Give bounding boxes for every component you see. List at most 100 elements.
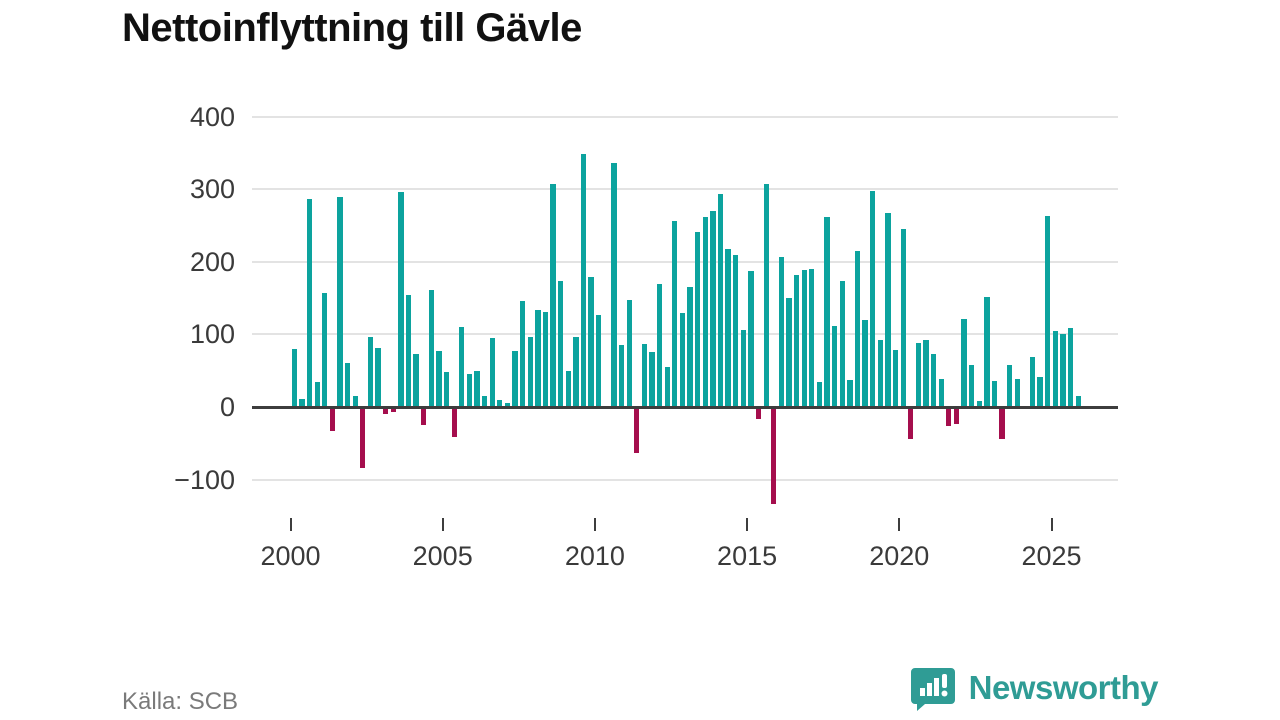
x-axis-tick-label: 2000 [260,541,321,571]
bar-2013-q2 [695,232,701,407]
bar-2020-q3 [915,343,922,407]
bar-2008-q2 [542,311,549,407]
bar-2016-q3 [793,274,800,407]
bar-2024-q3 [1037,377,1043,407]
bar-2003-q2 [390,407,396,413]
bar-2004-q3 [428,290,434,407]
bar-2022-q4 [984,297,990,407]
bar-2015-q1 [748,271,754,407]
bar-2013-q3 [702,216,708,407]
bar-2001-q4 [344,362,351,407]
bar-2004-q1 [413,354,419,407]
y-axis-tick-label: 0 [219,392,235,422]
bar-2013-q4 [710,211,716,407]
bar-2012-q2 [664,367,670,407]
bar-2010-q3 [611,163,617,407]
bar-2003-q4 [405,295,412,407]
bar-2002-q3 [367,336,374,407]
bar-2000-q1 [291,348,297,407]
bar-2002-q2 [360,407,366,468]
bar-2019-q2 [877,340,883,407]
x-axis-zero-line [252,405,1118,409]
y-axis-tick-label: 200 [189,246,235,277]
bar-2012-q3 [672,221,678,407]
bar-2016-q4 [801,269,807,407]
bar-2011-q2 [634,407,640,454]
bar-2024-q4 [1045,216,1051,407]
bar-2023-q4 [1014,379,1020,407]
x-axis-tick-mark [593,518,596,531]
bar-2023-q2 [999,407,1005,439]
bar-2019-q4 [892,350,899,407]
bar-2005-q4 [466,374,473,407]
x-axis-tick-label: 2010 [564,541,625,571]
bar-2012-q4 [679,312,686,407]
bar-2025-q4 [1075,396,1081,407]
bar-2006-q3 [489,338,495,407]
bar-2023-q3 [1007,364,1013,407]
bar-2009-q2 [573,337,579,407]
bar-2001-q1 [322,293,328,407]
bar-2018-q4 [862,319,868,407]
bar-2007-q2 [512,351,518,407]
y-axis-tick-label: 100 [189,319,235,350]
bar-2005-q1 [443,372,450,407]
x-axis-tick-label: 2015 [717,541,778,571]
bar-2008-q4 [558,280,564,407]
newsworthy-logo-text: Newsworthy [968,669,1159,706]
bar-2021-q3 [946,407,952,426]
bar-2011-q3 [641,343,648,407]
newsworthy-logo: Newsworthy [909,664,1159,712]
bar-2019-q1 [870,190,876,407]
bar-2016-q2 [786,298,792,407]
x-axis-tick-mark [1050,518,1053,531]
bar-2000-q2 [299,399,305,407]
bar-2002-q4 [375,347,381,407]
bar-2001-q2 [329,407,336,431]
bar-2006-q4 [497,399,503,407]
bar-2017-q4 [832,326,838,407]
bar-2022-q3 [976,401,982,407]
bar-2011-q1 [626,300,632,407]
bar-2024-q2 [1029,356,1036,407]
bar-2012-q1 [656,283,663,407]
bar-2007-q4 [527,336,533,407]
x-axis-tick-label: 2025 [1021,541,1082,571]
bar-2018-q3 [854,250,861,407]
bar-2002-q1 [352,396,358,407]
gridline [252,115,1118,118]
x-axis-tick-mark [898,518,901,531]
bar-2006-q1 [474,371,480,407]
bar-2017-q3 [824,216,830,407]
bar-2004-q4 [436,351,442,407]
bar-2015-q4 [771,407,777,504]
bar-2021-q1 [930,354,937,407]
y-axis-tick-label: −100 [174,464,235,495]
bar-2003-q3 [398,192,404,407]
bar-2014-q3 [733,254,739,407]
bar-2018-q2 [847,380,853,407]
bar-2003-q1 [383,407,389,415]
bar-2010-q4 [618,345,625,407]
bar-2005-q3 [459,327,465,407]
source-note: Källa: SCB [122,688,239,715]
bar-2009-q1 [565,370,571,407]
bar-2025-q1 [1052,330,1058,407]
bar-2000-q3 [306,198,313,407]
x-axis-tick-mark [746,518,749,531]
bar-2004-q2 [421,407,427,426]
bar-2007-q1 [504,403,511,407]
y-axis-tick-label: 300 [189,174,235,205]
bar-2005-q2 [451,407,457,437]
bar-2021-q4 [953,407,960,424]
bar-2008-q1 [535,309,541,407]
bar-2008-q3 [550,183,556,407]
bar-2021-q2 [938,378,944,407]
bar-2020-q4 [923,340,929,407]
x-axis-tick-label: 2020 [869,541,930,571]
bar-2009-q4 [588,277,594,407]
bar-2025-q2 [1060,334,1066,407]
bar-2010-q1 [596,314,602,407]
bar-2015-q3 [763,183,769,407]
